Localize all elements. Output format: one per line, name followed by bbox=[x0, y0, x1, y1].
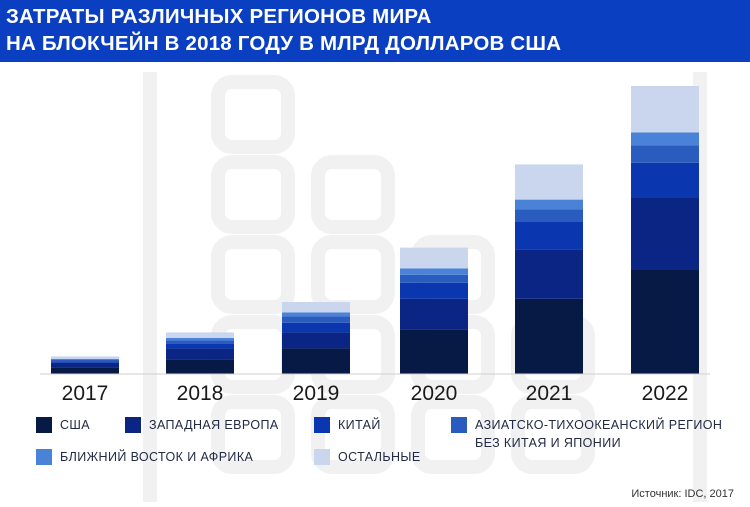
bar-segment-2020-5 bbox=[400, 247, 468, 269]
bar-segment-2019-3 bbox=[282, 316, 350, 323]
source-note: Источник: IDC, 2017 bbox=[631, 488, 734, 500]
bar-segment-2019-0 bbox=[282, 348, 350, 374]
bar-segment-2022-1 bbox=[631, 198, 699, 270]
legend-item: АЗИАТСКО-ТИХООКЕАНСКИЙ РЕГИОН БЕЗ КИТАЯ … bbox=[451, 416, 722, 452]
legend-swatch bbox=[125, 417, 141, 433]
chart-title-line-2: НА БЛОКЧЕЙН В 2018 ГОДУ В МЛРД ДОЛЛАРОВ … bbox=[6, 32, 562, 55]
x-tick-label: 2020 bbox=[411, 382, 458, 405]
legend-swatch bbox=[451, 417, 467, 433]
bar-segment-2021-1 bbox=[515, 249, 583, 299]
bar-segment-2022-5 bbox=[631, 86, 699, 133]
bar-segment-2021-2 bbox=[515, 222, 583, 250]
bar-segment-2018-3 bbox=[166, 340, 234, 344]
bar-segment-2017-1 bbox=[51, 362, 119, 368]
background-watermark bbox=[143, 72, 707, 502]
legend-item: США bbox=[36, 416, 90, 434]
x-tick-label: 2021 bbox=[526, 382, 573, 405]
legend-label: КИТАЙ bbox=[338, 418, 381, 432]
bar-segment-2018-0 bbox=[166, 359, 234, 374]
legend-label: США bbox=[60, 418, 91, 432]
bar-segment-2021-4 bbox=[515, 199, 583, 210]
bar-segment-2018-4 bbox=[166, 338, 234, 341]
legend-label: ЗАПАДНАЯ ЕВРОПА bbox=[149, 418, 279, 432]
legend-swatch bbox=[314, 417, 330, 433]
bar-segment-2019-5 bbox=[282, 302, 350, 313]
legend-label: АЗИАТСКО-ТИХООКЕАНСКИЙ РЕГИОН БЕЗ КИТАЯ … bbox=[475, 418, 723, 450]
title-bar: ЗАТРАТЫ РАЗЛИЧНЫХ РЕГИОНОВ МИРА НА БЛОКЧ… bbox=[0, 0, 750, 62]
bar-segment-2020-2 bbox=[400, 282, 468, 299]
bar-segment-2017-2 bbox=[51, 361, 119, 363]
chart-title-line-1: ЗАТРАТЫ РАЗЛИЧНЫХ РЕГИОНОВ МИРА bbox=[6, 5, 432, 28]
x-tick-label: 2017 bbox=[62, 382, 109, 405]
bar-segment-2022-4 bbox=[631, 132, 699, 146]
bar-segment-2017-0 bbox=[51, 367, 119, 374]
legend-item: КИТАЙ bbox=[314, 416, 381, 434]
bar-segment-2019-2 bbox=[282, 322, 350, 333]
bar-segment-2022-0 bbox=[631, 270, 699, 374]
legend-label: БЛИЖНИЙ ВОСТОК И АФРИКА bbox=[60, 450, 254, 464]
x-tick-label: 2022 bbox=[642, 382, 689, 405]
bar-segment-2021-0 bbox=[515, 298, 583, 374]
legend-item: ЗАПАДНАЯ ЕВРОПА bbox=[125, 416, 279, 434]
bar-segment-2021-5 bbox=[515, 164, 583, 200]
legend-item: ОСТАЛЬНЫЕ bbox=[314, 448, 421, 466]
legend-item: БЛИЖНИЙ ВОСТОК И АФРИКА bbox=[36, 448, 253, 466]
bar-segment-2020-3 bbox=[400, 274, 468, 283]
x-tick-label: 2019 bbox=[293, 382, 340, 405]
bar-segment-2019-1 bbox=[282, 332, 350, 349]
bar-segment-2020-4 bbox=[400, 268, 468, 275]
bar-segment-2020-0 bbox=[400, 329, 468, 374]
bar-segment-2018-5 bbox=[166, 332, 234, 338]
bar-segment-2021-3 bbox=[515, 209, 583, 222]
bar-segment-2019-4 bbox=[282, 312, 350, 317]
bar-segment-2017-5 bbox=[51, 356, 119, 359]
x-tick-label: 2018 bbox=[177, 382, 224, 405]
legend-swatch bbox=[36, 417, 52, 433]
bar-segment-2022-2 bbox=[631, 162, 699, 198]
bar-segment-2020-1 bbox=[400, 298, 468, 330]
legend-swatch bbox=[36, 449, 52, 465]
legend-swatch bbox=[314, 449, 330, 465]
bar-segment-2018-1 bbox=[166, 348, 234, 360]
legend-label: ОСТАЛЬНЫЕ bbox=[338, 450, 421, 464]
bar-segment-2017-4 bbox=[51, 358, 119, 360]
bar-segment-2018-2 bbox=[166, 343, 234, 349]
bar-segment-2022-3 bbox=[631, 145, 699, 163]
bar-segment-2017-3 bbox=[51, 359, 119, 362]
